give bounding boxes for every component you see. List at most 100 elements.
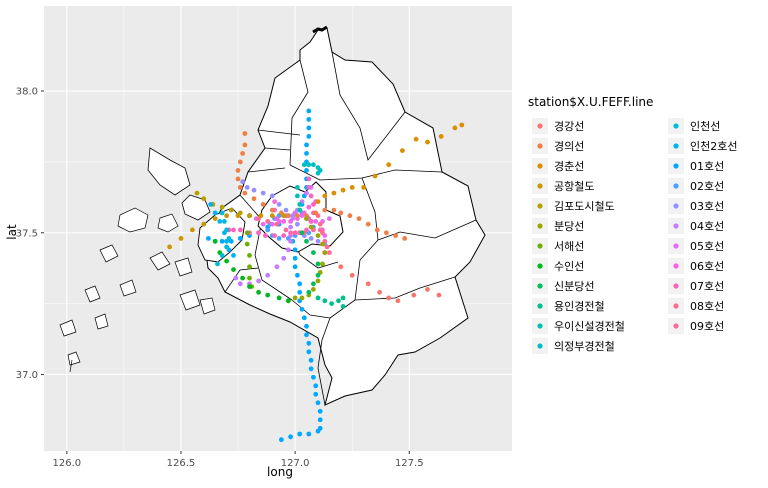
station-point xyxy=(288,219,293,224)
station-point xyxy=(224,213,230,219)
station-point xyxy=(269,213,275,219)
station-point xyxy=(206,236,211,241)
station-point xyxy=(356,216,362,222)
station-point xyxy=(237,236,243,241)
station-point xyxy=(292,247,298,253)
y-axis-title: lat xyxy=(5,224,19,240)
legend-item: 07호선 xyxy=(668,278,724,294)
station-point xyxy=(315,261,321,267)
legend-key-dot xyxy=(673,243,679,249)
station-point xyxy=(247,275,252,281)
series-08호선 xyxy=(315,213,332,256)
station-point xyxy=(222,219,227,224)
legend-key-dot xyxy=(537,283,543,289)
series-수인선 xyxy=(212,238,291,304)
station-point xyxy=(208,202,214,207)
station-point xyxy=(306,134,312,139)
station-point xyxy=(313,383,319,389)
legend-item: 서해선 xyxy=(532,238,584,254)
legend-label: 경춘선 xyxy=(554,160,584,173)
district-boundaries xyxy=(224,51,477,406)
station-point xyxy=(224,258,230,264)
y-tick-label: 37.5 xyxy=(16,228,38,239)
station-point xyxy=(237,159,243,165)
series-인천선 xyxy=(215,210,232,267)
station-point xyxy=(386,162,392,168)
station-point xyxy=(315,400,321,406)
legend-label: 08호선 xyxy=(690,300,724,313)
legend-key-dot xyxy=(673,223,679,229)
legend-item: 분당선 xyxy=(532,218,584,234)
legend-label: 경강선 xyxy=(554,120,584,133)
legend-key-dot xyxy=(673,163,679,169)
station-point xyxy=(304,190,309,196)
station-point xyxy=(301,162,307,168)
station-point xyxy=(402,236,408,241)
station-point xyxy=(436,292,442,298)
legend-label: 의정부경전철 xyxy=(554,340,615,353)
station-point xyxy=(219,204,225,210)
station-point xyxy=(306,431,312,437)
station-point xyxy=(281,213,287,219)
legend-label: 03호선 xyxy=(690,200,724,213)
station-point xyxy=(292,230,298,236)
station-point xyxy=(190,227,195,233)
station-point xyxy=(244,230,250,236)
station-point xyxy=(233,275,239,281)
station-point xyxy=(260,190,266,196)
station-point xyxy=(304,216,309,222)
station-point xyxy=(347,213,353,219)
legend-label: 김포도시철도 xyxy=(554,200,615,213)
station-point xyxy=(313,210,319,216)
legend-label: 01호선 xyxy=(690,160,724,173)
station-point xyxy=(288,434,293,440)
province-boundary xyxy=(204,27,486,406)
station-point xyxy=(315,170,321,176)
station-point xyxy=(313,391,319,397)
y-tick-label: 38.0 xyxy=(16,87,38,98)
station-point xyxy=(237,210,243,216)
station-point xyxy=(297,202,303,207)
station-point xyxy=(301,315,307,321)
station-point xyxy=(237,281,243,287)
legend: 경강선경의선경춘선공항철도김포도시철도분당선서해선수인선신분당선용인경전철우이신… xyxy=(532,118,737,354)
station-point xyxy=(311,374,316,380)
series-분당선 xyxy=(285,216,328,304)
station-point xyxy=(313,219,319,224)
legend-item: 경강선 xyxy=(532,118,584,134)
station-point xyxy=(311,281,316,287)
station-point xyxy=(281,255,287,261)
station-point xyxy=(256,289,261,295)
south-west-islands xyxy=(59,313,109,373)
station-point xyxy=(265,227,271,233)
station-point xyxy=(322,193,328,199)
legend-item: 신분당선 xyxy=(532,278,594,294)
station-point xyxy=(276,202,282,207)
series-의정부경전철 xyxy=(301,162,323,176)
station-point xyxy=(222,230,227,236)
station-point xyxy=(317,221,323,227)
legend-key-dot xyxy=(537,203,543,209)
station-point xyxy=(235,176,241,182)
station-point xyxy=(283,227,289,233)
station-point xyxy=(212,210,218,216)
station-point xyxy=(226,247,232,253)
station-point xyxy=(299,230,305,236)
station-point xyxy=(240,151,246,156)
station-point xyxy=(322,298,328,304)
station-point xyxy=(425,139,430,145)
station-point xyxy=(263,233,268,239)
legend-item: 03호선 xyxy=(668,198,724,214)
y-tick-label: 37.0 xyxy=(16,370,38,381)
station-point xyxy=(304,151,309,156)
station-point xyxy=(219,210,225,216)
station-point xyxy=(365,221,371,227)
station-point xyxy=(306,349,312,355)
station-point xyxy=(311,202,316,207)
legend-item: 05호선 xyxy=(668,238,724,254)
station-point xyxy=(231,267,236,272)
station-point xyxy=(349,272,355,278)
station-point xyxy=(224,238,230,244)
station-point xyxy=(372,173,378,179)
station-point xyxy=(219,253,225,258)
